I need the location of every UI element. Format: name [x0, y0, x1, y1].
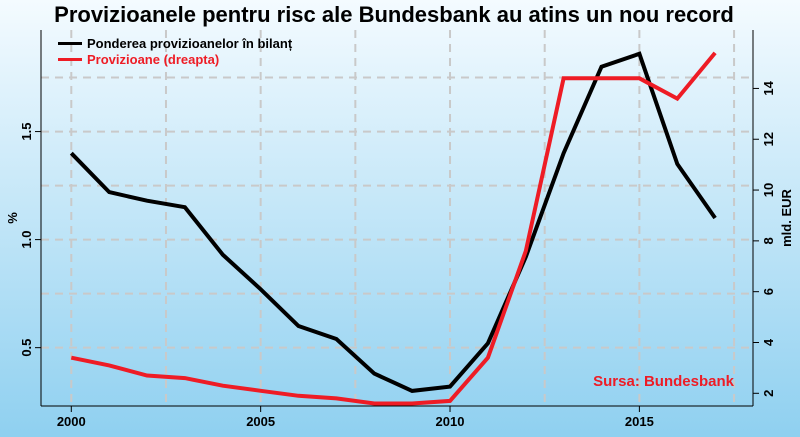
- y-right-tick-label: 4: [761, 338, 776, 346]
- y-right-tick-label: 10: [761, 183, 776, 197]
- y-right-tick-label: 6: [761, 288, 776, 295]
- x-tick-label: 2015: [625, 414, 654, 429]
- legend-label-provizioane: Provizioane (dreapta): [87, 52, 219, 67]
- x-tick-label: 2010: [436, 414, 465, 429]
- x-tick-label: 2005: [246, 414, 275, 429]
- legend-label-ponderea: Ponderea provizioanelor în bilanț: [87, 36, 293, 51]
- y-right-tick-label: 14: [761, 80, 776, 95]
- y-axis-right-label: mld. EUR: [779, 189, 794, 247]
- series-line-provizioane: [70, 51, 717, 406]
- y-left-tick-label: 0.5: [19, 339, 34, 357]
- legend: Ponderea provizioanelor în bilanț Proviz…: [58, 36, 293, 67]
- series-lines: [69, 51, 717, 406]
- axes: 2000 2005 2010 2015 0.5 1.0 1.5 2 4 6 8 10 12 14: [19, 30, 776, 429]
- y-axis-left-label: %: [5, 212, 20, 224]
- y-right-tick-label: 2: [761, 390, 776, 397]
- x-tick-label: 2000: [57, 414, 86, 429]
- y-left-tick-label: 1.0: [19, 231, 34, 249]
- series-line-ponderea: [69, 51, 717, 393]
- grid: [41, 30, 753, 406]
- source-note: Sursa: Bundesbank: [593, 373, 735, 390]
- y-right-tick-label: 12: [761, 132, 776, 146]
- chart-title: Provizioanele pentru risc ale Bundesbank…: [54, 2, 734, 27]
- y-right-tick-label: 8: [761, 237, 776, 244]
- y-left-tick-label: 1.5: [19, 123, 34, 141]
